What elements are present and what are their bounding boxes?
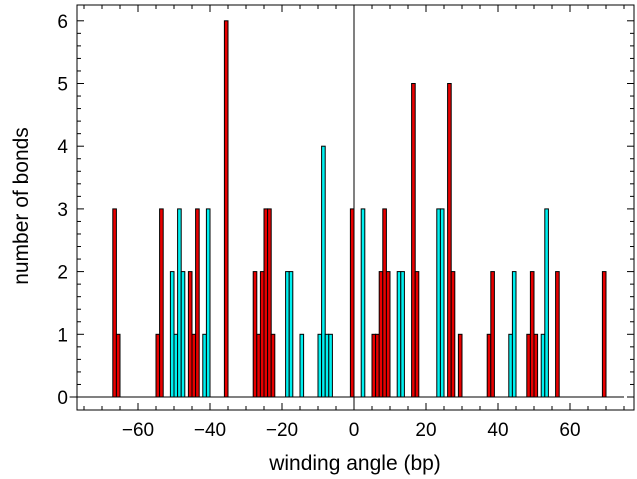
y-tick-label: 6 [57, 12, 68, 33]
plot-frame [76, 4, 635, 411]
histogram-bar-red [526, 333, 531, 398]
histogram-bar-red [601, 271, 607, 398]
histogram-bar-cyan [436, 208, 441, 398]
histogram-bar-cyan [508, 333, 513, 398]
x-tick-label: −40 [194, 420, 226, 441]
x-tick-label: 40 [487, 420, 508, 441]
histogram-bar-cyan [511, 271, 517, 398]
histogram-bar-cyan [439, 208, 445, 398]
histogram-bar-cyan [540, 333, 546, 398]
histogram-bar-cyan [328, 333, 333, 398]
histogram-bar-cyan [173, 333, 179, 398]
histogram-bar-red [533, 333, 539, 398]
histogram-bar-cyan [317, 333, 323, 398]
histogram-bar-cyan [360, 208, 366, 398]
histogram-bar-red [457, 333, 463, 398]
histogram-bar-red [115, 333, 121, 398]
histogram-bar-red [263, 208, 269, 398]
histogram-bar-cyan [177, 208, 182, 398]
histogram-bar-cyan [544, 208, 549, 398]
histogram-bar-red [259, 271, 265, 398]
x-tick-label: −60 [122, 420, 154, 441]
x-tick-label: 60 [559, 420, 580, 441]
histogram-bar-cyan [324, 333, 330, 398]
histogram-bar-red [382, 208, 387, 398]
histogram-bar-red [270, 333, 276, 398]
y-tick-label: 3 [57, 200, 68, 221]
histogram-bar-red [490, 271, 495, 398]
ticks-layer: −60 −40 −20 0 20 40 60 0 1 2 3 4 5 6 [57, 5, 634, 441]
histogram-bar-red [486, 333, 492, 398]
histogram-bar-cyan [285, 271, 290, 398]
histogram-bar-cyan [202, 333, 207, 398]
histogram-bar-red [252, 271, 258, 398]
y-tick-label: 5 [57, 75, 68, 96]
histogram-bar-red [371, 333, 377, 398]
histogram-bar-red [195, 208, 200, 398]
histogram-bar-red [555, 271, 560, 398]
histogram-bar-red [155, 333, 161, 398]
histogram-bar-red [450, 271, 456, 398]
histogram-bar-red [267, 208, 272, 398]
histogram-bar-red [529, 271, 535, 398]
y-axis-label: number of bonds [10, 127, 33, 285]
y-tick-label: 0 [57, 388, 68, 409]
x-axis-label: winding angle (bp) [268, 452, 441, 475]
x-tick-label: −20 [266, 420, 298, 441]
histogram-bar-red [159, 208, 164, 398]
x-tick-label: 0 [349, 420, 360, 441]
histogram-bar-red [112, 208, 117, 398]
y-tick-label: 4 [57, 137, 68, 158]
histogram-bar-cyan [396, 271, 402, 398]
histogram-bar-red [223, 20, 229, 398]
histogram-bar-red [375, 333, 380, 398]
y-tick-label: 2 [57, 263, 68, 284]
histogram-bar-red [414, 271, 420, 398]
histogram-bar-cyan [169, 271, 175, 398]
y-tick-label: 1 [57, 325, 68, 346]
histogram-bar-red [385, 271, 391, 398]
histogram-bar-cyan [205, 208, 211, 398]
bars-layer [112, 20, 607, 398]
histogram-bar-cyan [299, 333, 305, 398]
histogram-bar-red [256, 333, 261, 398]
histogram-bar-red [447, 83, 452, 398]
x-tick-label: 20 [415, 420, 436, 441]
histogram-bar-red [411, 83, 416, 398]
histogram-bar-red [187, 271, 193, 398]
histogram-bar-red [378, 271, 384, 398]
histogram-bar-cyan [288, 271, 294, 398]
histogram-bar-cyan [321, 145, 326, 398]
histogram-bar-cyan [180, 271, 186, 398]
histogram-bar-red [191, 333, 197, 398]
histogram-bar-red [349, 208, 355, 398]
histogram-bar-cyan [400, 271, 405, 398]
